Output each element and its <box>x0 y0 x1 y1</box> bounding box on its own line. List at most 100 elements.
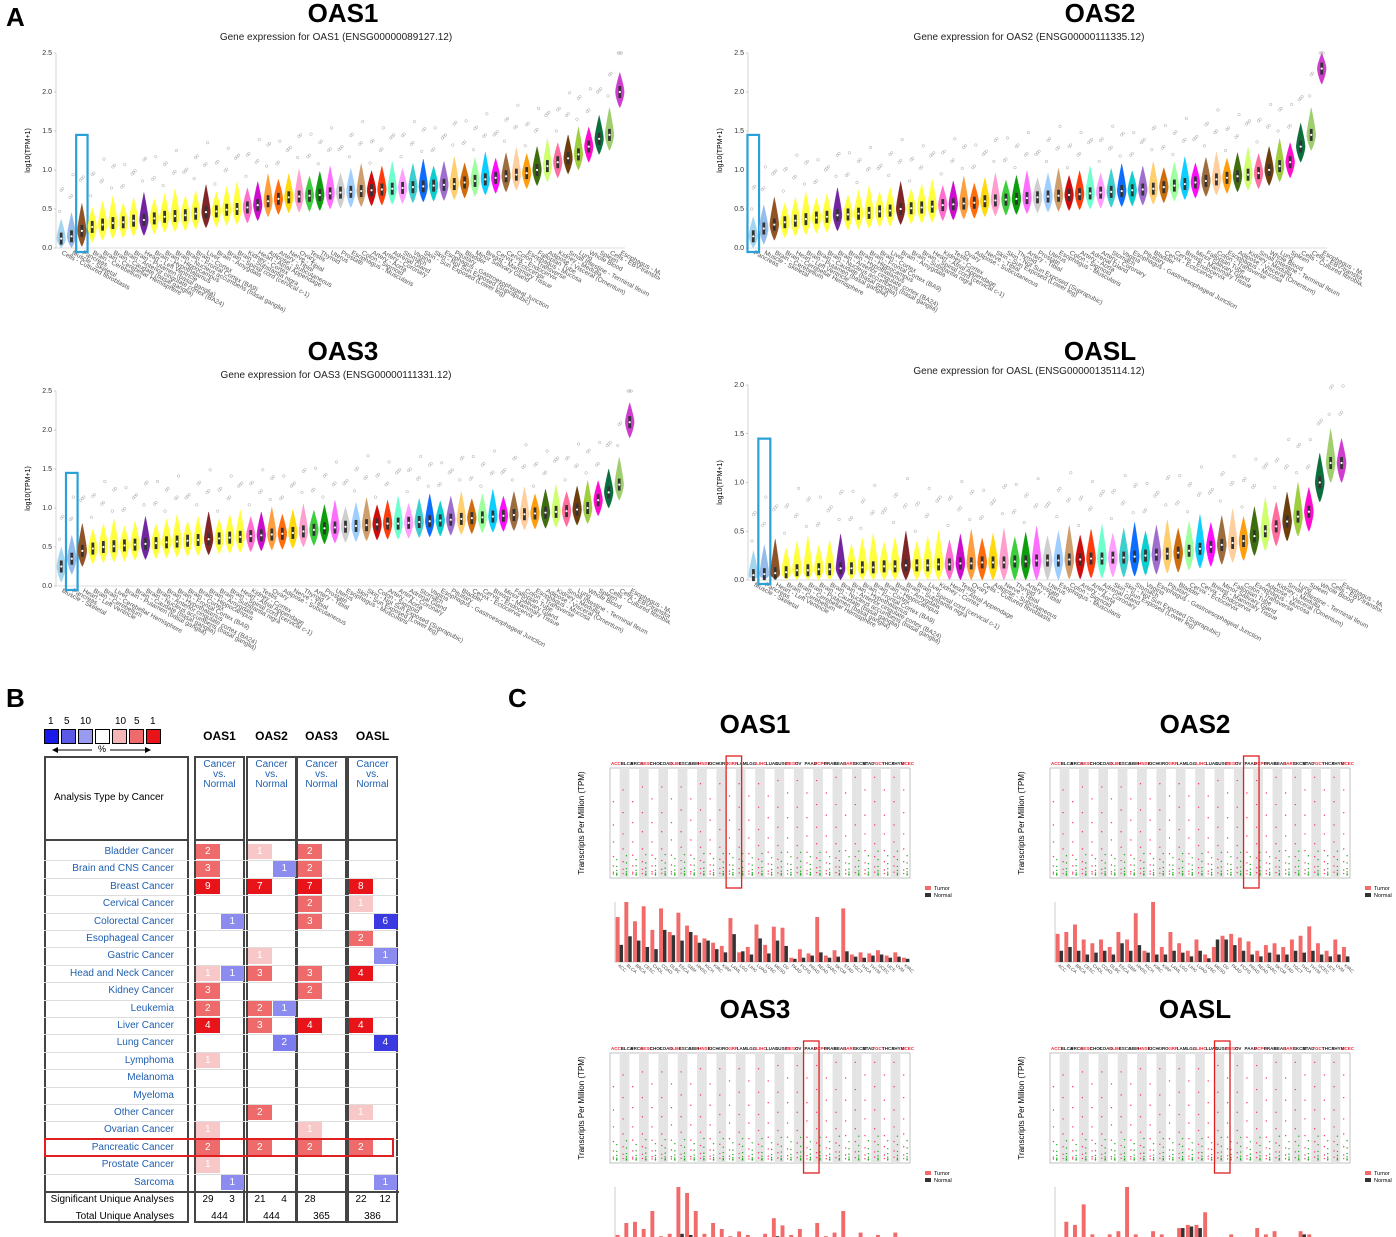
outlier-point <box>440 461 444 465</box>
tumor-point <box>1333 1150 1335 1152</box>
normal-point <box>819 873 821 876</box>
outlier-point <box>177 474 181 478</box>
normal-point <box>1336 1154 1339 1157</box>
outlier-point <box>133 494 137 498</box>
violin-median <box>1110 190 1113 193</box>
tumor-point <box>825 873 827 875</box>
outlier-point <box>1134 482 1138 486</box>
outlier-point <box>1196 493 1201 497</box>
over-expression-cell: 4 <box>349 965 373 982</box>
bar-category-label: KICH <box>704 963 715 974</box>
outlier-point <box>387 460 391 464</box>
outlier-point <box>968 518 972 522</box>
outlier-point <box>1069 471 1073 475</box>
normal-point <box>1065 1158 1068 1160</box>
normal-point <box>654 1154 657 1157</box>
normal-bar <box>793 958 797 962</box>
outlier-point <box>866 168 870 172</box>
outlier-point <box>254 160 258 164</box>
violin-median <box>246 206 249 209</box>
legend-normal: Normal <box>1374 893 1392 899</box>
tumor-point <box>1207 870 1209 872</box>
normal-point <box>1143 874 1145 876</box>
under-expression-cell <box>323 1175 347 1190</box>
over-expression-cell: 1 <box>196 1157 220 1173</box>
tumor-point <box>1091 841 1093 843</box>
over-expression-cell: 4 <box>349 1018 373 1034</box>
normal-point <box>1239 860 1242 863</box>
outlier-point <box>760 187 764 192</box>
tumor-point <box>757 858 760 861</box>
outlier-point <box>473 127 477 131</box>
over-expression-cell <box>196 1105 220 1120</box>
violin-median <box>973 201 976 204</box>
normal-point <box>654 1158 657 1161</box>
dotplot-band <box>1137 1053 1147 1163</box>
outlier-point <box>182 170 186 174</box>
tumor-point <box>641 786 644 788</box>
violin-median <box>1155 553 1158 556</box>
normal-point <box>1288 1156 1290 1158</box>
outlier-point <box>266 143 270 147</box>
outlier-point <box>1265 462 1269 466</box>
normal-point <box>1075 1157 1077 1159</box>
outlier-point <box>279 497 283 501</box>
outlier-point <box>960 166 964 170</box>
normal-point <box>722 861 724 863</box>
cancer-type-label: Pancreatic Cancer <box>91 1141 174 1153</box>
legend-swatch <box>95 729 110 744</box>
violin-median <box>91 225 94 229</box>
normal-point <box>1259 1158 1261 1161</box>
outlier-point <box>783 168 787 172</box>
outlier-point <box>365 475 369 479</box>
violin <box>966 529 977 581</box>
outlier-point <box>354 468 358 472</box>
normal-bar <box>1233 945 1237 962</box>
violin-median <box>329 192 332 195</box>
normal-point <box>896 869 899 872</box>
tumor-point <box>1323 869 1326 871</box>
tumor-point <box>777 1157 779 1159</box>
dotplot-band <box>658 768 669 878</box>
outlier-point <box>1175 502 1179 506</box>
normal-point <box>1278 872 1281 875</box>
over-expression-cell <box>248 914 272 929</box>
normal-point <box>1065 867 1068 870</box>
outlier-point <box>110 509 114 513</box>
tumor-point <box>864 1147 866 1149</box>
violin-median <box>556 161 559 164</box>
outlier-point <box>1311 71 1315 75</box>
outlier-point <box>142 503 146 507</box>
dotplot-category: KICH <box>1148 1046 1159 1051</box>
normal-point <box>896 1154 899 1157</box>
dotplot-category: COAD <box>1099 1046 1113 1051</box>
analysis-type-header: Analysis Type by Cancer <box>54 792 164 803</box>
legend-swatch <box>129 729 144 744</box>
normal-point <box>896 1143 899 1146</box>
tumor-point <box>641 872 644 875</box>
tumor-point <box>903 1096 905 1099</box>
normal-point <box>664 871 666 873</box>
tumor-point <box>806 862 808 864</box>
outlier-point <box>154 155 158 159</box>
normal-point <box>828 871 831 874</box>
row-divider <box>347 860 398 862</box>
tumor-point <box>680 1131 682 1134</box>
tumor-bar <box>1090 943 1095 962</box>
normal-point <box>703 1137 705 1140</box>
tumor-point <box>1275 871 1277 874</box>
outlier-point <box>1120 133 1124 137</box>
normal-point <box>1298 1157 1300 1159</box>
violin-median <box>207 538 210 541</box>
outlier-point <box>557 106 561 110</box>
normal-point <box>635 858 637 861</box>
tumor-point <box>835 866 837 868</box>
tumor-bar <box>763 944 768 962</box>
dotplot-category: CESC <box>1080 1046 1093 1051</box>
violin-median <box>386 522 389 525</box>
normal-point <box>809 1141 812 1143</box>
y-tick-label: 2.0 <box>734 382 744 389</box>
normal-point <box>1230 856 1232 858</box>
tumor-point <box>1304 814 1306 816</box>
tumor-point <box>1091 798 1093 800</box>
